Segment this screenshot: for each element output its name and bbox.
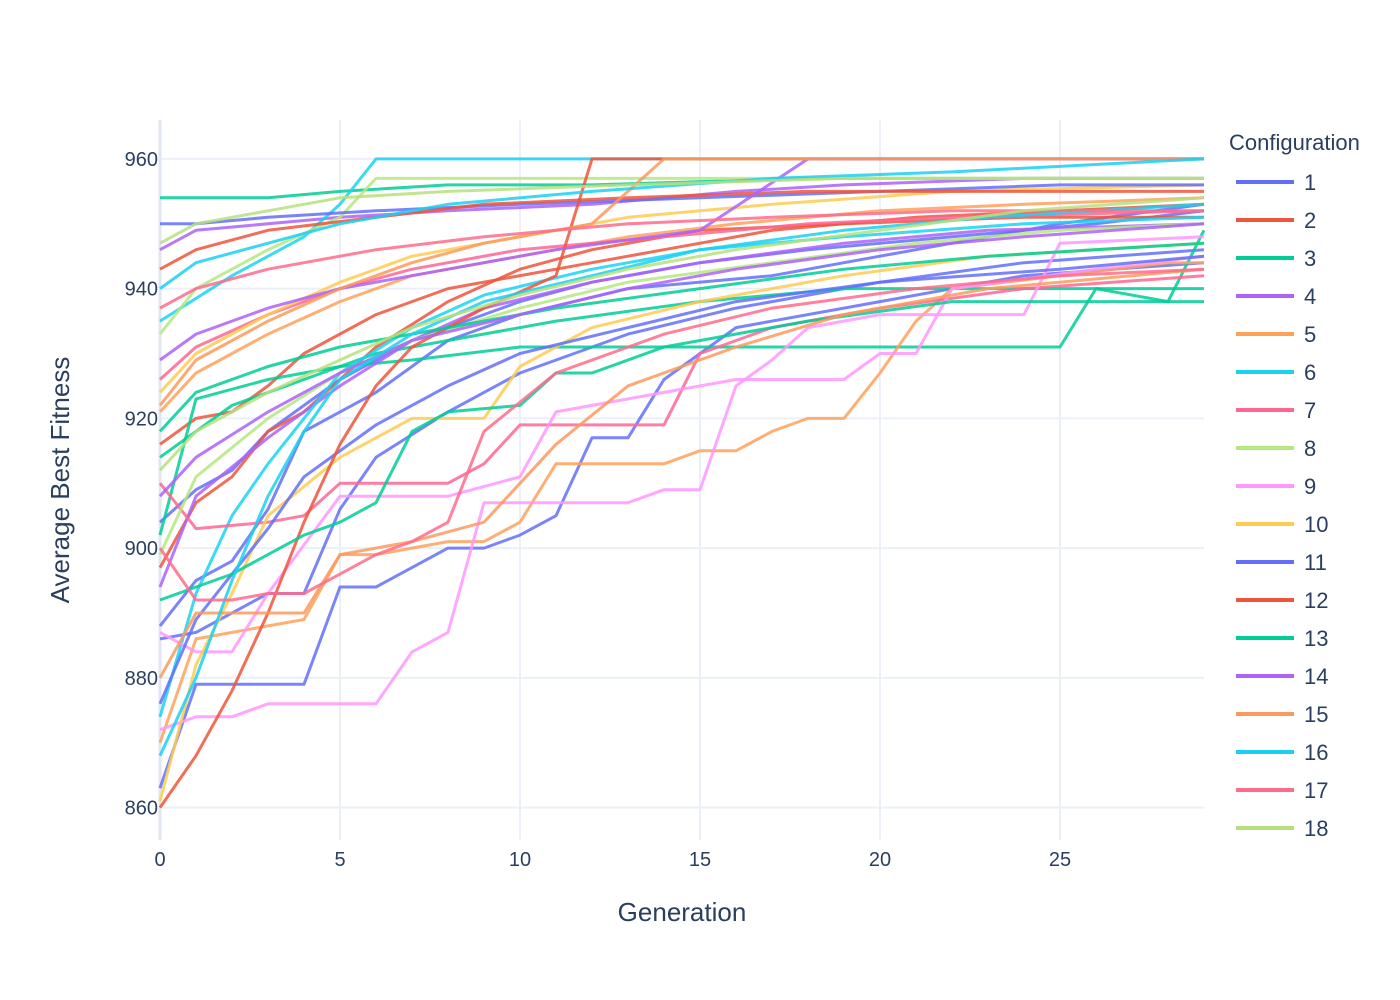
series-12 [158,157,1204,809]
series-18 [158,176,1205,472]
legend-label: 4 [1304,284,1316,309]
series-line-11 [158,254,1205,705]
legend-item-16[interactable]: 16 [1236,740,1328,765]
legend-item-8[interactable]: 8 [1236,436,1316,461]
series-line-2 [158,215,1204,569]
legend-label: 13 [1304,626,1328,651]
series-line-3 [158,229,1206,536]
y-tick-label: 880 [125,668,158,690]
series-line-15 [158,157,1204,407]
legend-item-2[interactable]: 2 [1236,208,1316,233]
legend-label: 1 [1304,170,1316,195]
legend-title: Configuration [1229,130,1360,155]
legend-label: 6 [1304,360,1316,385]
legend-label: 11 [1304,550,1327,575]
y-axis-title: Average Best Fitness [45,357,75,604]
legend-label: 12 [1304,588,1328,613]
y-tick-label: 860 [125,798,158,820]
legend-item-7[interactable]: 7 [1236,398,1316,423]
series-line-2 [159,202,1205,446]
legend-item-15[interactable]: 15 [1236,702,1328,727]
series-line-17 [159,209,1204,310]
y-tick-label: 920 [125,408,158,430]
x-tick-label: 20 [869,849,891,871]
y-tick-label: 900 [125,538,158,560]
series-line-17 [158,267,1205,602]
series-line-18 [158,196,1205,472]
x-tick-label: 5 [334,849,345,871]
series-line-7 [158,209,1205,381]
series-15 [158,157,1205,679]
legend-item-11[interactable]: 11 [1236,550,1327,575]
legend-item-13[interactable]: 13 [1236,626,1328,651]
legend-item-18[interactable]: 18 [1236,816,1328,841]
legend-item-4[interactable]: 4 [1236,284,1316,309]
legend-item-6[interactable]: 6 [1236,360,1316,385]
series-line-16 [158,202,1205,757]
series-line-14 [158,222,1205,498]
series-line-12 [159,189,1204,271]
series-line-8 [158,222,1205,556]
series-line-1 [158,261,1205,789]
series-16 [158,157,1205,757]
x-tick-label: 10 [509,849,531,871]
x-tick-label: 0 [154,849,165,871]
series-line-11 [160,183,1204,226]
series-line-15 [158,267,1205,679]
legend-label: 9 [1304,474,1316,499]
axis-ticks: 0 5 10 15 20 25 860 880 900 920 940 960 [125,149,1072,871]
series-line-10 [158,241,1205,802]
series-line-1 [159,248,1205,641]
legend-label: 2 [1304,208,1316,233]
series-line-18 [159,176,1204,245]
series-10 [158,183,1205,802]
legend-label: 7 [1304,398,1316,423]
series-line-10 [158,183,1205,394]
series-line-13 [159,300,1204,602]
legend-item-9[interactable]: 9 [1236,474,1316,499]
legend-item-3[interactable]: 3 [1236,246,1316,271]
legend-label: 3 [1304,246,1316,271]
legend-label: 18 [1304,816,1328,841]
legend-label: 16 [1304,740,1328,765]
legend-item-14[interactable]: 14 [1236,664,1328,689]
series-11 [158,183,1205,705]
series-line-4 [159,176,1204,252]
legend-item-5[interactable]: 5 [1236,322,1316,347]
legend-label: 14 [1304,664,1328,689]
legend-label: 17 [1304,778,1328,803]
legend-label: 5 [1304,322,1316,347]
x-axis-title: Generation [618,897,747,927]
legend-label: 10 [1304,512,1328,537]
legend-item-12[interactable]: 12 [1236,588,1328,613]
series-17 [158,209,1205,602]
series-lines [158,157,1206,809]
legend-item-10[interactable]: 10 [1236,512,1328,537]
x-tick-label: 15 [689,849,711,871]
grid [158,120,1204,840]
y-tick-label: 940 [125,279,158,301]
legend-label: 15 [1304,702,1328,727]
y-tick-label: 960 [125,149,158,171]
legend[interactable]: Configuration 12345678910111213141516171… [1229,130,1360,841]
legend-item-1[interactable]: 1 [1236,170,1316,195]
series-6 [158,157,1205,718]
series-line-16 [159,157,1205,290]
legend-label: 8 [1304,436,1316,461]
x-tick-label: 25 [1049,849,1071,871]
series-line-9 [159,235,1205,732]
series-line-12 [158,157,1204,809]
legend-item-17[interactable]: 17 [1236,778,1328,803]
